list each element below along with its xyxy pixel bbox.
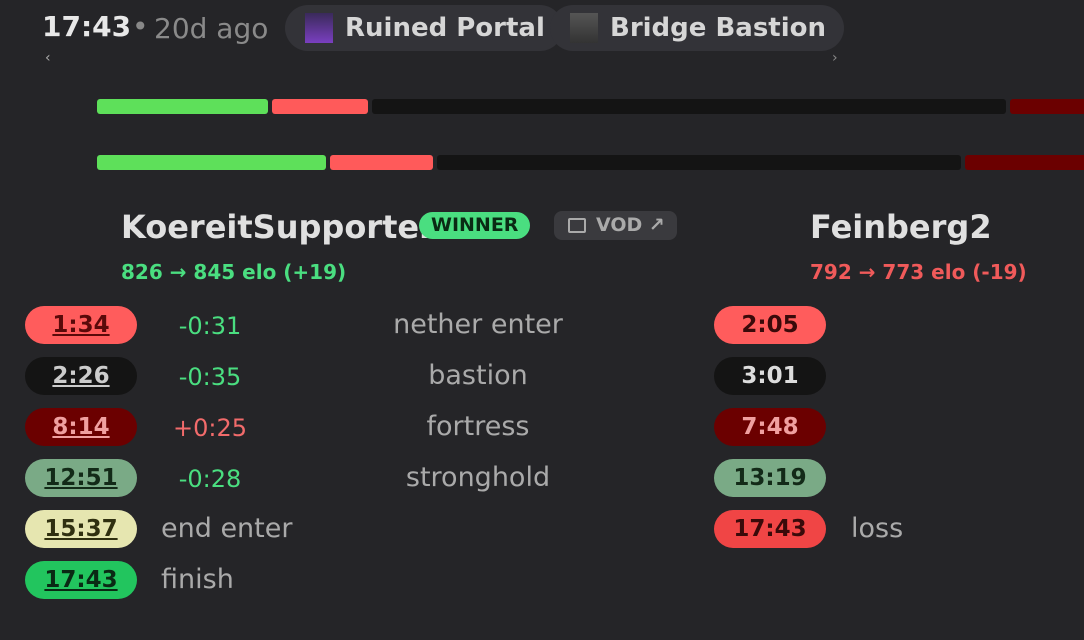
split-diff: -0:31	[178, 312, 242, 340]
split-time[interactable]: 12:51	[25, 459, 137, 497]
split-label: bastion	[428, 360, 528, 391]
match-time: 17:43	[42, 10, 132, 43]
split-time[interactable]: 8:14	[25, 408, 137, 446]
split-label: finish	[161, 564, 234, 595]
match-age: 20d ago	[154, 12, 269, 45]
split-time: 13:19	[714, 459, 826, 497]
split-time[interactable]: 2:26	[25, 357, 137, 395]
split-label: end enter	[161, 513, 293, 544]
tag-text: Bridge Bastion	[610, 13, 827, 43]
tag-text: Ruined Portal	[345, 13, 545, 43]
player-name: KoereitSupporter	[121, 208, 435, 246]
tag[interactable]: Ruined Portal	[285, 5, 563, 51]
prev-button[interactable]: ‹	[45, 50, 51, 66]
tag[interactable]: Bridge Bastion	[550, 5, 845, 51]
vod-button[interactable]: VOD ↗	[554, 211, 677, 240]
split-label: stronghold	[405, 462, 551, 493]
split-time: 7:48	[714, 408, 826, 446]
elo-change: 826 → 845 elo (+19)	[121, 260, 347, 284]
split-label: loss	[851, 513, 904, 544]
split-time: 2:05	[714, 306, 826, 344]
winner-badge: WINNER	[419, 212, 531, 239]
split-time[interactable]: 17:43	[25, 561, 137, 599]
vod-text: VOD ↗	[596, 214, 665, 236]
split-diff: +0:25	[172, 414, 247, 442]
split-label: nether enter	[393, 309, 563, 340]
split-diff: -0:35	[178, 363, 242, 391]
elo-change: 792 → 773 elo (-19)	[810, 260, 1027, 284]
split-time: 17:43	[714, 510, 826, 548]
split-diff: -0:28	[178, 465, 242, 493]
next-button[interactable]: ›	[832, 50, 838, 66]
dot: •	[132, 10, 149, 43]
split-label: fortress	[426, 411, 530, 442]
split-time[interactable]: 1:34	[25, 306, 137, 344]
split-time[interactable]: 15:37	[25, 510, 137, 548]
player-name: Feinberg2	[810, 208, 992, 246]
split-time: 3:01	[714, 357, 826, 395]
